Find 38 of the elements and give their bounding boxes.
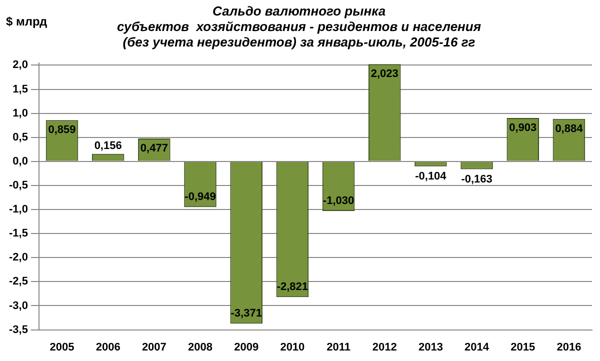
data-label: -1,030 (322, 195, 354, 208)
x-tick-label: 2005 (50, 341, 74, 354)
x-tick-label: 2009 (234, 341, 259, 354)
data-label: -0,949 (184, 191, 216, 204)
data-label: -2,821 (276, 281, 308, 294)
data-label: -3,371 (230, 308, 262, 320)
y-tick-label: -1,5 (8, 228, 28, 240)
y-tick-label: 0,5 (12, 131, 28, 144)
x-tick-label: 2012 (372, 341, 397, 354)
data-label: 0,156 (94, 140, 122, 152)
data-label: 0,859 (48, 124, 76, 136)
y-tick-label: -2,5 (8, 276, 28, 288)
y-tick-label: -0,5 (8, 180, 28, 192)
x-tick-label: 2008 (188, 341, 212, 354)
y-tick-label: 2,0 (12, 59, 28, 72)
data-label: 2,023 (370, 68, 398, 80)
x-tick-label: 2006 (96, 341, 120, 354)
x-tick-label: 2011 (326, 341, 350, 354)
y-tick-label: 1,5 (12, 83, 28, 96)
y-tick-label: -1,0 (8, 204, 28, 216)
data-label: 0,884 (555, 122, 584, 135)
y-tick-label: -2,0 (8, 252, 28, 264)
data-label: -0,104 (415, 170, 448, 182)
data-label: 0,477 (140, 142, 168, 155)
x-tick-label: 2015 (510, 341, 536, 354)
x-tick-label: 2010 (280, 341, 305, 354)
y-axis-title: $ млрд (6, 14, 48, 28)
y-tick-label: 1,0 (12, 107, 28, 120)
x-tick-label: 2007 (142, 341, 166, 354)
y-tick-label: 0,0 (12, 155, 28, 168)
chart-title: Сальдо валютного рынка субъектов хозяйствования - резидентов и населения (без учета нерезидентов) за январь-июль, 2005-16 гг (117, 3, 482, 50)
y-tick-label: -3,0 (8, 300, 28, 312)
x-tick-label: 2016 (556, 341, 582, 354)
data-label: 0,903 (509, 122, 537, 134)
data-label: -0,163 (461, 173, 492, 186)
y-tick-label: -3,5 (8, 324, 28, 336)
x-tick-label: 2014 (464, 341, 490, 354)
x-tick-label: 2013 (418, 341, 443, 354)
